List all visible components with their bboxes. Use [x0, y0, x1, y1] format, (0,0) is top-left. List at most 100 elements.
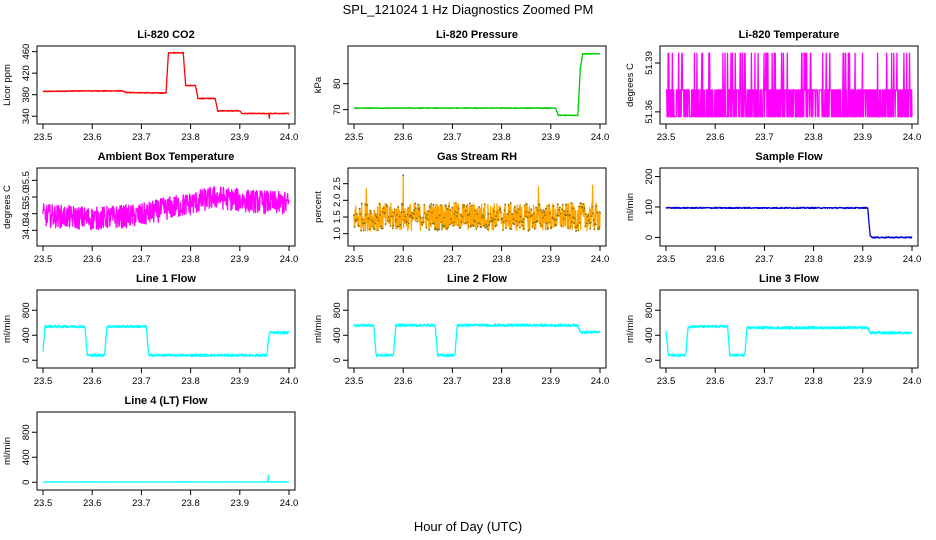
y-tick-label: 460 [21, 44, 32, 60]
data-point [455, 215, 458, 218]
data-point [430, 203, 433, 205]
data-point [502, 229, 504, 231]
x-tick-label: 23.7 [132, 376, 151, 387]
data-point [400, 211, 402, 214]
data-point [537, 209, 540, 212]
data-point [433, 222, 436, 225]
data-point [531, 225, 534, 228]
y-axis: 0 400 800 [332, 302, 348, 363]
data-point [374, 213, 377, 216]
y-tick-label: 51.36 [644, 100, 655, 124]
data-point [414, 207, 417, 210]
chart-panel-7: Line 1 Flow 23.5 23.6 23.7 23.8 23.9 24.0 0 400 8… [2, 273, 298, 387]
series-group [353, 52, 601, 117]
x-tick-label: 23.7 [755, 254, 774, 265]
data-point [422, 221, 425, 224]
data-point [431, 211, 433, 214]
data-point [594, 223, 597, 226]
plot-frame [659, 45, 919, 125]
data-point [369, 209, 372, 212]
chart-panel-8: Line 2 Flow 23.5 23.6 23.7 23.8 23.9 24.0 0 400 8… [313, 273, 609, 387]
data-point [387, 216, 390, 218]
data-point [589, 221, 592, 224]
y-axis: 0 400 800 [21, 424, 37, 485]
data-point [370, 219, 373, 221]
data-point [583, 207, 586, 210]
data-point [419, 215, 421, 218]
data-point [528, 228, 531, 231]
data-point [516, 211, 518, 214]
series-line [665, 52, 913, 118]
chart-panel-6: Sample Flow 23.5 23.6 23.7 23.8 23.9 24.0 0 100 2… [625, 151, 921, 265]
data-point [464, 209, 467, 212]
data-point [483, 203, 486, 206]
series-line [42, 185, 290, 231]
data-point [514, 205, 516, 208]
data-point [547, 227, 549, 230]
data-point [476, 213, 478, 215]
data-point [414, 202, 417, 205]
data-point [597, 228, 600, 231]
data-point [384, 223, 387, 226]
data-point [440, 228, 443, 231]
data-point [447, 226, 450, 229]
y-axis-label: degrees C [2, 185, 13, 229]
data-point [358, 225, 360, 228]
x-tick-label: 24.0 [280, 254, 299, 265]
data-point [421, 223, 424, 226]
series-group [42, 51, 290, 120]
data-point [420, 221, 423, 224]
data-point [570, 202, 573, 204]
data-point [490, 216, 493, 219]
data-point [544, 214, 547, 217]
data-point [480, 226, 483, 229]
data-point [401, 204, 404, 206]
data-point [369, 212, 372, 215]
data-point [403, 219, 406, 221]
data-point [373, 228, 376, 231]
y-axis: 51.36 51.39 [644, 51, 660, 124]
x-tick-label: 23.5 [34, 132, 53, 143]
figure-title: SPL_121024 1 Hz Diagnostics Zoomed PM [343, 2, 594, 17]
data-point [475, 228, 478, 230]
x-tick-label: 23.8 [804, 132, 823, 143]
x-tick-label: 23.9 [854, 254, 873, 265]
series-group [42, 324, 290, 358]
data-point [566, 214, 568, 216]
data-point [589, 227, 592, 230]
x-tick-label: 23.7 [755, 132, 774, 143]
y-axis: 1.0 1.5 2.0 2.5 [332, 177, 348, 240]
data-point [353, 214, 355, 216]
series-line [353, 174, 601, 232]
x-tick-label: 23.6 [83, 132, 102, 143]
data-point [543, 211, 546, 214]
data-point [558, 209, 561, 211]
data-point [585, 213, 587, 216]
data-point [587, 214, 589, 217]
x-tick-label: 23.9 [854, 132, 873, 143]
data-point [417, 207, 420, 210]
data-point [468, 213, 471, 216]
x-tick-label: 23.7 [755, 376, 774, 387]
x-tick-label: 23.9 [231, 254, 250, 265]
data-point [569, 225, 572, 228]
data-point [374, 222, 376, 225]
data-point [419, 217, 422, 220]
data-point [587, 219, 590, 222]
data-point [542, 216, 544, 219]
y-tick-label: 800 [332, 302, 343, 318]
data-point [502, 221, 505, 223]
data-point [492, 210, 495, 213]
series-group [42, 185, 290, 231]
y-tick-label: 800 [644, 302, 655, 318]
data-point [398, 215, 401, 218]
data-point [488, 224, 490, 226]
data-point [443, 224, 446, 227]
series-group [665, 324, 913, 358]
data-point [529, 215, 532, 218]
data-point [568, 214, 571, 217]
x-tick-label: 23.8 [492, 376, 511, 387]
data-point [358, 207, 361, 210]
x-tick-label: 23.6 [83, 376, 102, 387]
data-point [466, 221, 469, 224]
